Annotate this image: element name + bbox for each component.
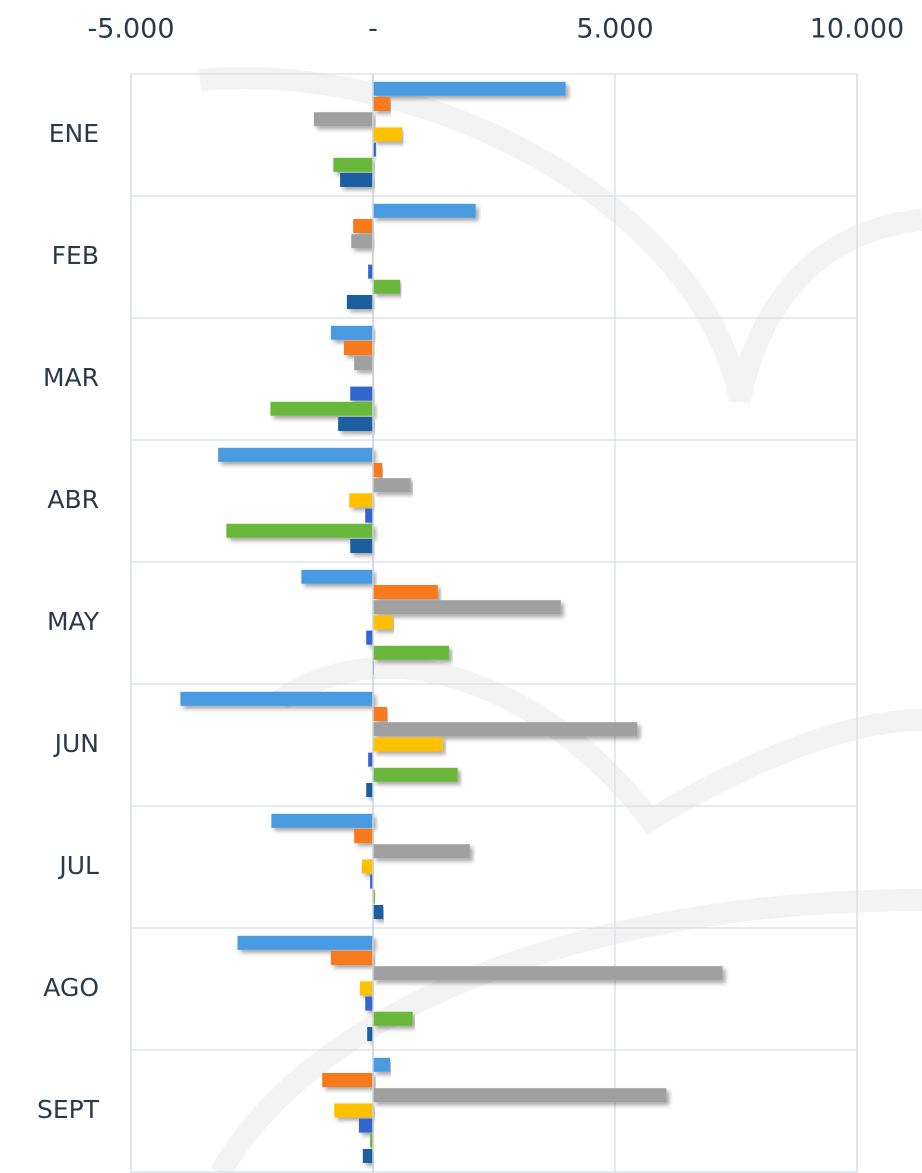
bar: [354, 829, 373, 843]
bar: [373, 768, 458, 782]
bar: [373, 600, 561, 614]
y-tick-label: JUN: [53, 729, 99, 758]
x-tick-label: -: [368, 14, 378, 45]
bar: [218, 448, 373, 462]
y-tick-label: JUL: [57, 851, 99, 880]
bar: [333, 158, 373, 172]
bar: [350, 387, 373, 401]
bar: [365, 997, 373, 1011]
bar: [353, 219, 373, 233]
bar: [314, 112, 373, 126]
bar: [373, 204, 476, 218]
x-tick-label: 10.000: [810, 14, 904, 45]
y-tick-label: FEB: [52, 241, 99, 270]
y-tick-label: AGO: [43, 973, 99, 1002]
bar: [301, 570, 373, 584]
bar: [365, 509, 373, 523]
bar: [373, 966, 722, 980]
bar: [373, 905, 383, 919]
bar: [331, 326, 373, 340]
bar: [362, 859, 373, 873]
plot-border: [131, 74, 857, 1172]
bar: [360, 981, 373, 995]
bar: [373, 1088, 666, 1102]
y-tick-label: MAY: [47, 607, 100, 636]
bar: [340, 173, 373, 187]
bar: [347, 295, 373, 309]
bar: [373, 280, 400, 294]
bar: [367, 1027, 373, 1041]
bar: [373, 97, 390, 111]
chart: -5.000-5.00010.000ENEFEBMARABRMAYJUNJULA…: [0, 0, 922, 1173]
y-tick-label: ENE: [49, 119, 99, 148]
y-tick-label: ABR: [47, 485, 99, 514]
bar: [354, 356, 373, 370]
bar: [373, 127, 402, 141]
bar: [373, 707, 387, 721]
y-tick-label: SEPT: [37, 1095, 100, 1124]
bar: [373, 844, 470, 858]
bar: [363, 1149, 373, 1163]
bar: [331, 951, 373, 965]
bar: [373, 1058, 390, 1072]
bar: [366, 631, 373, 645]
bar: [366, 783, 373, 797]
bar: [338, 417, 373, 431]
bar: [351, 234, 373, 248]
bar: [373, 615, 393, 629]
bar: [334, 1103, 373, 1117]
bar: [373, 722, 637, 736]
background-decor: [200, 78, 922, 1173]
bar: [226, 524, 373, 538]
bar: [373, 478, 411, 492]
bar: [237, 936, 373, 950]
bar: [350, 539, 373, 553]
bar: [344, 341, 373, 355]
bar: [180, 692, 373, 706]
bar: [373, 646, 449, 660]
bar: [373, 1012, 413, 1026]
bar: [373, 463, 382, 477]
bar: [373, 737, 443, 751]
bar: [322, 1073, 373, 1087]
bar: [373, 585, 438, 599]
bar: [373, 82, 566, 96]
y-tick-label: MAR: [43, 363, 99, 392]
bar: [359, 1119, 373, 1133]
bar: [271, 814, 373, 828]
x-tick-label: -5.000: [87, 14, 174, 45]
bar: [349, 493, 373, 507]
bar: [270, 402, 373, 416]
x-tick-label: 5.000: [576, 14, 653, 45]
